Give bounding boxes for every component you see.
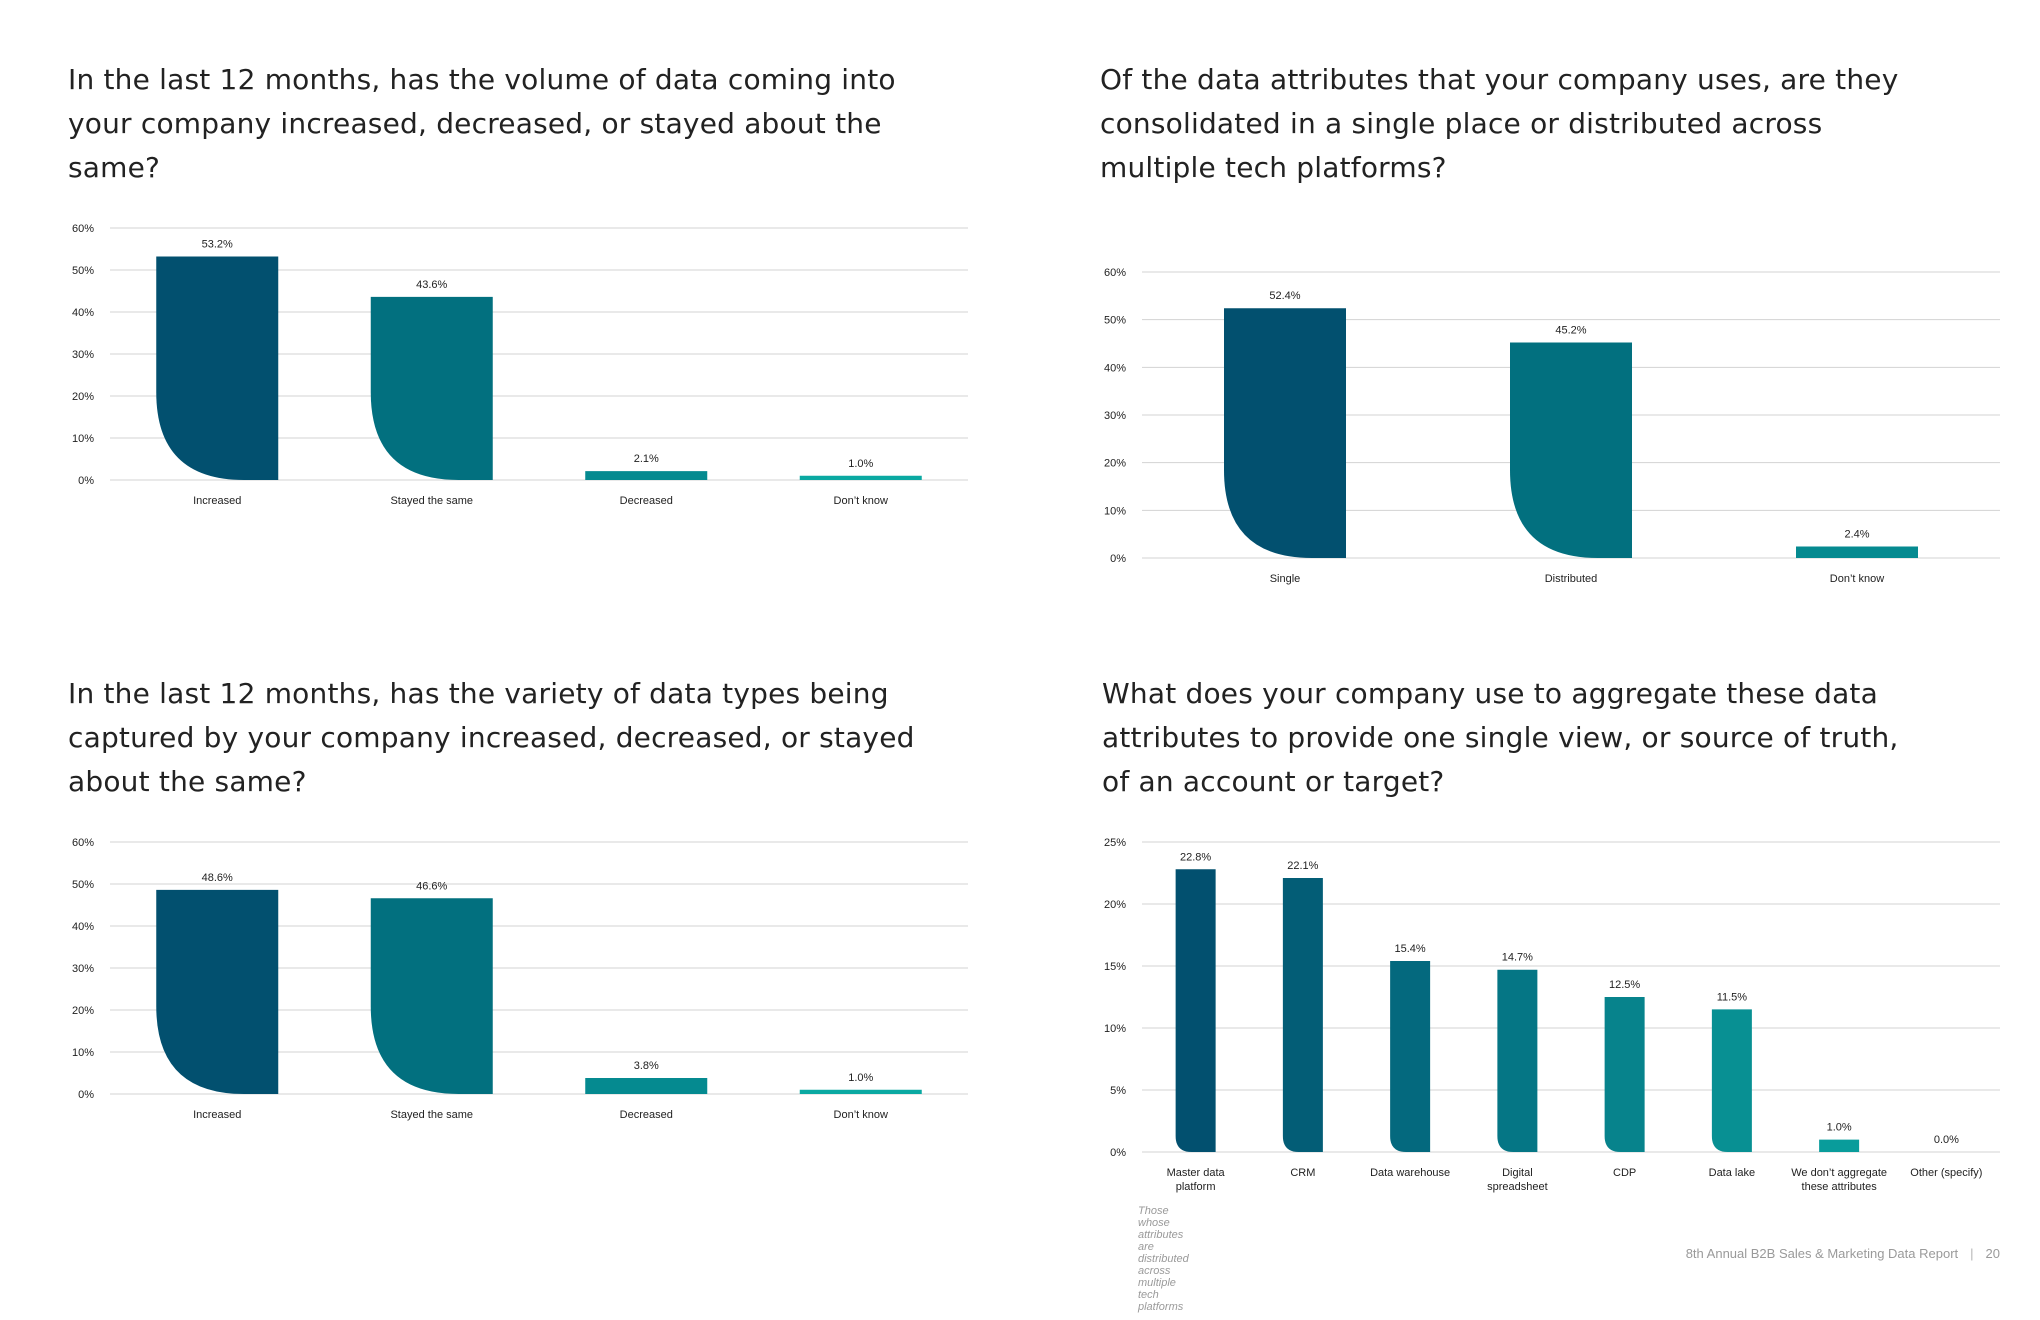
category-label-master-data-platform: Master data platform [1167,1167,1226,1193]
data-label-don-t-know: 2.4% [1844,529,1869,541]
bar-master-data-platform [1175,869,1216,1152]
category-label-crm: CRM [1290,1167,1315,1179]
category-label-stayed-the-same: Stayed the same [390,495,473,507]
category-label-data-warehouse: Data warehouse [1370,1167,1450,1179]
data-label-other-specify: 0.0% [1934,1134,1959,1146]
y-tick-label: 10% [72,433,94,445]
bar-cdp [1604,997,1645,1152]
report-title: 8th Annual B2B Sales & Marketing Data Re… [1685,1246,1959,1261]
category-label-decreased: Decreased [620,495,673,507]
y-tick-label: 40% [72,307,94,319]
bar-data-warehouse [1390,961,1431,1152]
bar-crm [1282,877,1323,1152]
bar-don-t-know [799,475,922,480]
category-label-don-t-know: Don’t know [1830,573,1884,585]
category-label-distributed: Distributed [1545,573,1598,585]
category-label-don-t-know: Don’t know [834,495,888,507]
chart-footnote: Those whose attributes are distributed a… [1138,1205,1189,1313]
y-tick-label: 10% [72,1047,94,1059]
y-tick-label: 50% [72,265,94,277]
y-tick-label: 0% [1110,553,1126,565]
data-label-increased: 53.2% [202,239,233,251]
category-label-other-specify: Other (specify) [1910,1167,1982,1179]
y-tick-label: 60% [1104,267,1126,279]
y-tick-label: 20% [72,1005,94,1017]
y-tick-label: 50% [72,879,94,891]
data-label-decreased: 2.1% [634,453,659,465]
category-label-digital-spreadsheet: Digital spreadsheet [1487,1167,1548,1193]
data-label-data-warehouse: 15.4% [1395,943,1426,955]
data-label-digital-spreadsheet: 14.7% [1502,952,1533,964]
data-label-stayed-the-same: 43.6% [416,279,447,291]
data-label-stayed-the-same: 46.6% [416,880,447,892]
y-tick-label: 5% [1110,1085,1126,1097]
y-tick-label: 40% [72,921,94,933]
y-tick-label: 0% [78,475,94,487]
y-tick-label: 30% [72,963,94,975]
question-data-volume: In the last 12 months, has the volume of… [68,63,896,184]
y-tick-label: 0% [78,1089,94,1101]
bar-stayed-the-same [370,296,493,480]
data-label-distributed: 45.2% [1555,325,1586,337]
category-label-decreased: Decreased [620,1109,673,1121]
category-label-don-t-know: Don’t know [834,1109,888,1121]
data-label-we-don-t-aggregate-these-attributes: 1.0% [1827,1122,1852,1134]
y-tick-label: 0% [1110,1147,1126,1159]
bar-decreased [585,471,708,480]
category-label-data-lake: Data lake [1709,1167,1755,1179]
category-label-stayed-the-same: Stayed the same [390,1109,473,1121]
y-tick-label: 60% [72,223,94,235]
y-tick-label: 10% [1104,1023,1126,1035]
bar-data-lake [1711,1009,1752,1152]
y-tick-label: 60% [72,837,94,849]
question-data-consolidation: Of the data attributes that your company… [1100,63,1899,184]
y-tick-label: 20% [1104,899,1126,911]
category-label-cdp: CDP [1613,1167,1636,1179]
data-label-master-data-platform: 22.8% [1180,851,1211,863]
data-label-single: 52.4% [1269,290,1300,302]
data-label-decreased: 3.8% [634,1060,659,1072]
data-label-increased: 48.6% [202,872,233,884]
footer-separator: | [1970,1246,1974,1261]
bar-distributed [1510,342,1632,558]
bar-decreased [585,1078,708,1094]
y-tick-label: 30% [72,349,94,361]
bar-don-t-know [1796,546,1918,558]
data-label-don-t-know: 1.0% [848,1072,873,1084]
y-tick-label: 15% [1104,961,1126,973]
y-tick-label: 10% [1104,505,1126,517]
bar-increased [156,256,279,480]
y-tick-label: 20% [72,391,94,403]
bar-stayed-the-same [370,898,493,1094]
bar-don-t-know [799,1089,922,1094]
y-tick-label: 30% [1104,410,1126,422]
category-label-single: Single [1270,573,1301,585]
data-label-don-t-know: 1.0% [848,458,873,470]
bar-single [1224,308,1346,558]
page-footer: 8th Annual B2B Sales & Marketing Data Re… [1686,1246,2000,1261]
category-label-increased: Increased [193,1109,241,1121]
bar-we-don-t-aggregate-these-attributes [1819,1139,1860,1152]
data-label-crm: 22.1% [1287,860,1318,872]
page-number: 20 [1985,1246,2000,1261]
question-data-variety: In the last 12 months, has the variety o… [68,677,915,798]
category-label-we-don-t-aggregate-these-attributes: We don’t aggregate these attributes [1791,1167,1887,1193]
y-tick-label: 20% [1104,458,1126,470]
category-label-increased: Increased [193,495,241,507]
data-label-cdp: 12.5% [1609,979,1640,991]
bar-increased [156,889,279,1094]
y-tick-label: 25% [1104,837,1126,849]
bar-digital-spreadsheet [1497,969,1538,1152]
y-tick-label: 50% [1104,315,1126,327]
data-label-data-lake: 11.5% [1717,991,1748,1003]
y-tick-label: 40% [1104,362,1126,374]
question-aggregation-methods: What does your company use to aggregate … [1102,677,1899,798]
